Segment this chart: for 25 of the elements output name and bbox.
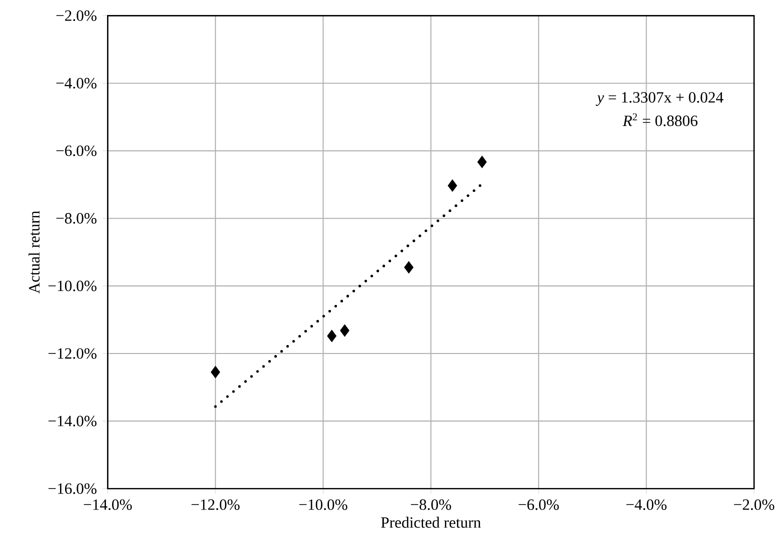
x-tick-label: −4.0% — [626, 499, 667, 510]
x-tick-label: −10.0% — [299, 499, 348, 510]
x-tick-label: −2.0% — [734, 499, 774, 510]
annotation: y = 1.3307x + 0.024 — [596, 92, 724, 106]
y-tick-label: −10.0% — [48, 280, 96, 292]
x-tick-label: −14.0% — [84, 499, 132, 510]
point — [448, 179, 458, 192]
y-tick-label: −4.0% — [56, 78, 96, 88]
annotation: R$^{2}$ = 0.8806 — [622, 113, 698, 126]
x-tick-label: −6.0% — [518, 499, 559, 510]
x-axis-title: Predicted return — [381, 516, 481, 528]
x-tick-label: −12.0% — [192, 499, 240, 510]
y-axis-title: Actual return — [28, 210, 40, 294]
point — [340, 324, 350, 336]
point — [404, 261, 414, 274]
y-tick-label: −8.0% — [56, 212, 96, 224]
point — [477, 156, 487, 168]
y-tick-label: −2.0% — [56, 10, 96, 21]
y-tick-label: −16.0% — [48, 483, 96, 494]
y-tick-label: −6.0% — [56, 145, 96, 156]
y-tick-label: −12.0% — [48, 348, 96, 359]
point — [210, 366, 220, 378]
point — [327, 330, 336, 342]
x-tick-label: −8.0% — [410, 499, 452, 510]
y-tick-label: −14.0% — [48, 416, 96, 426]
